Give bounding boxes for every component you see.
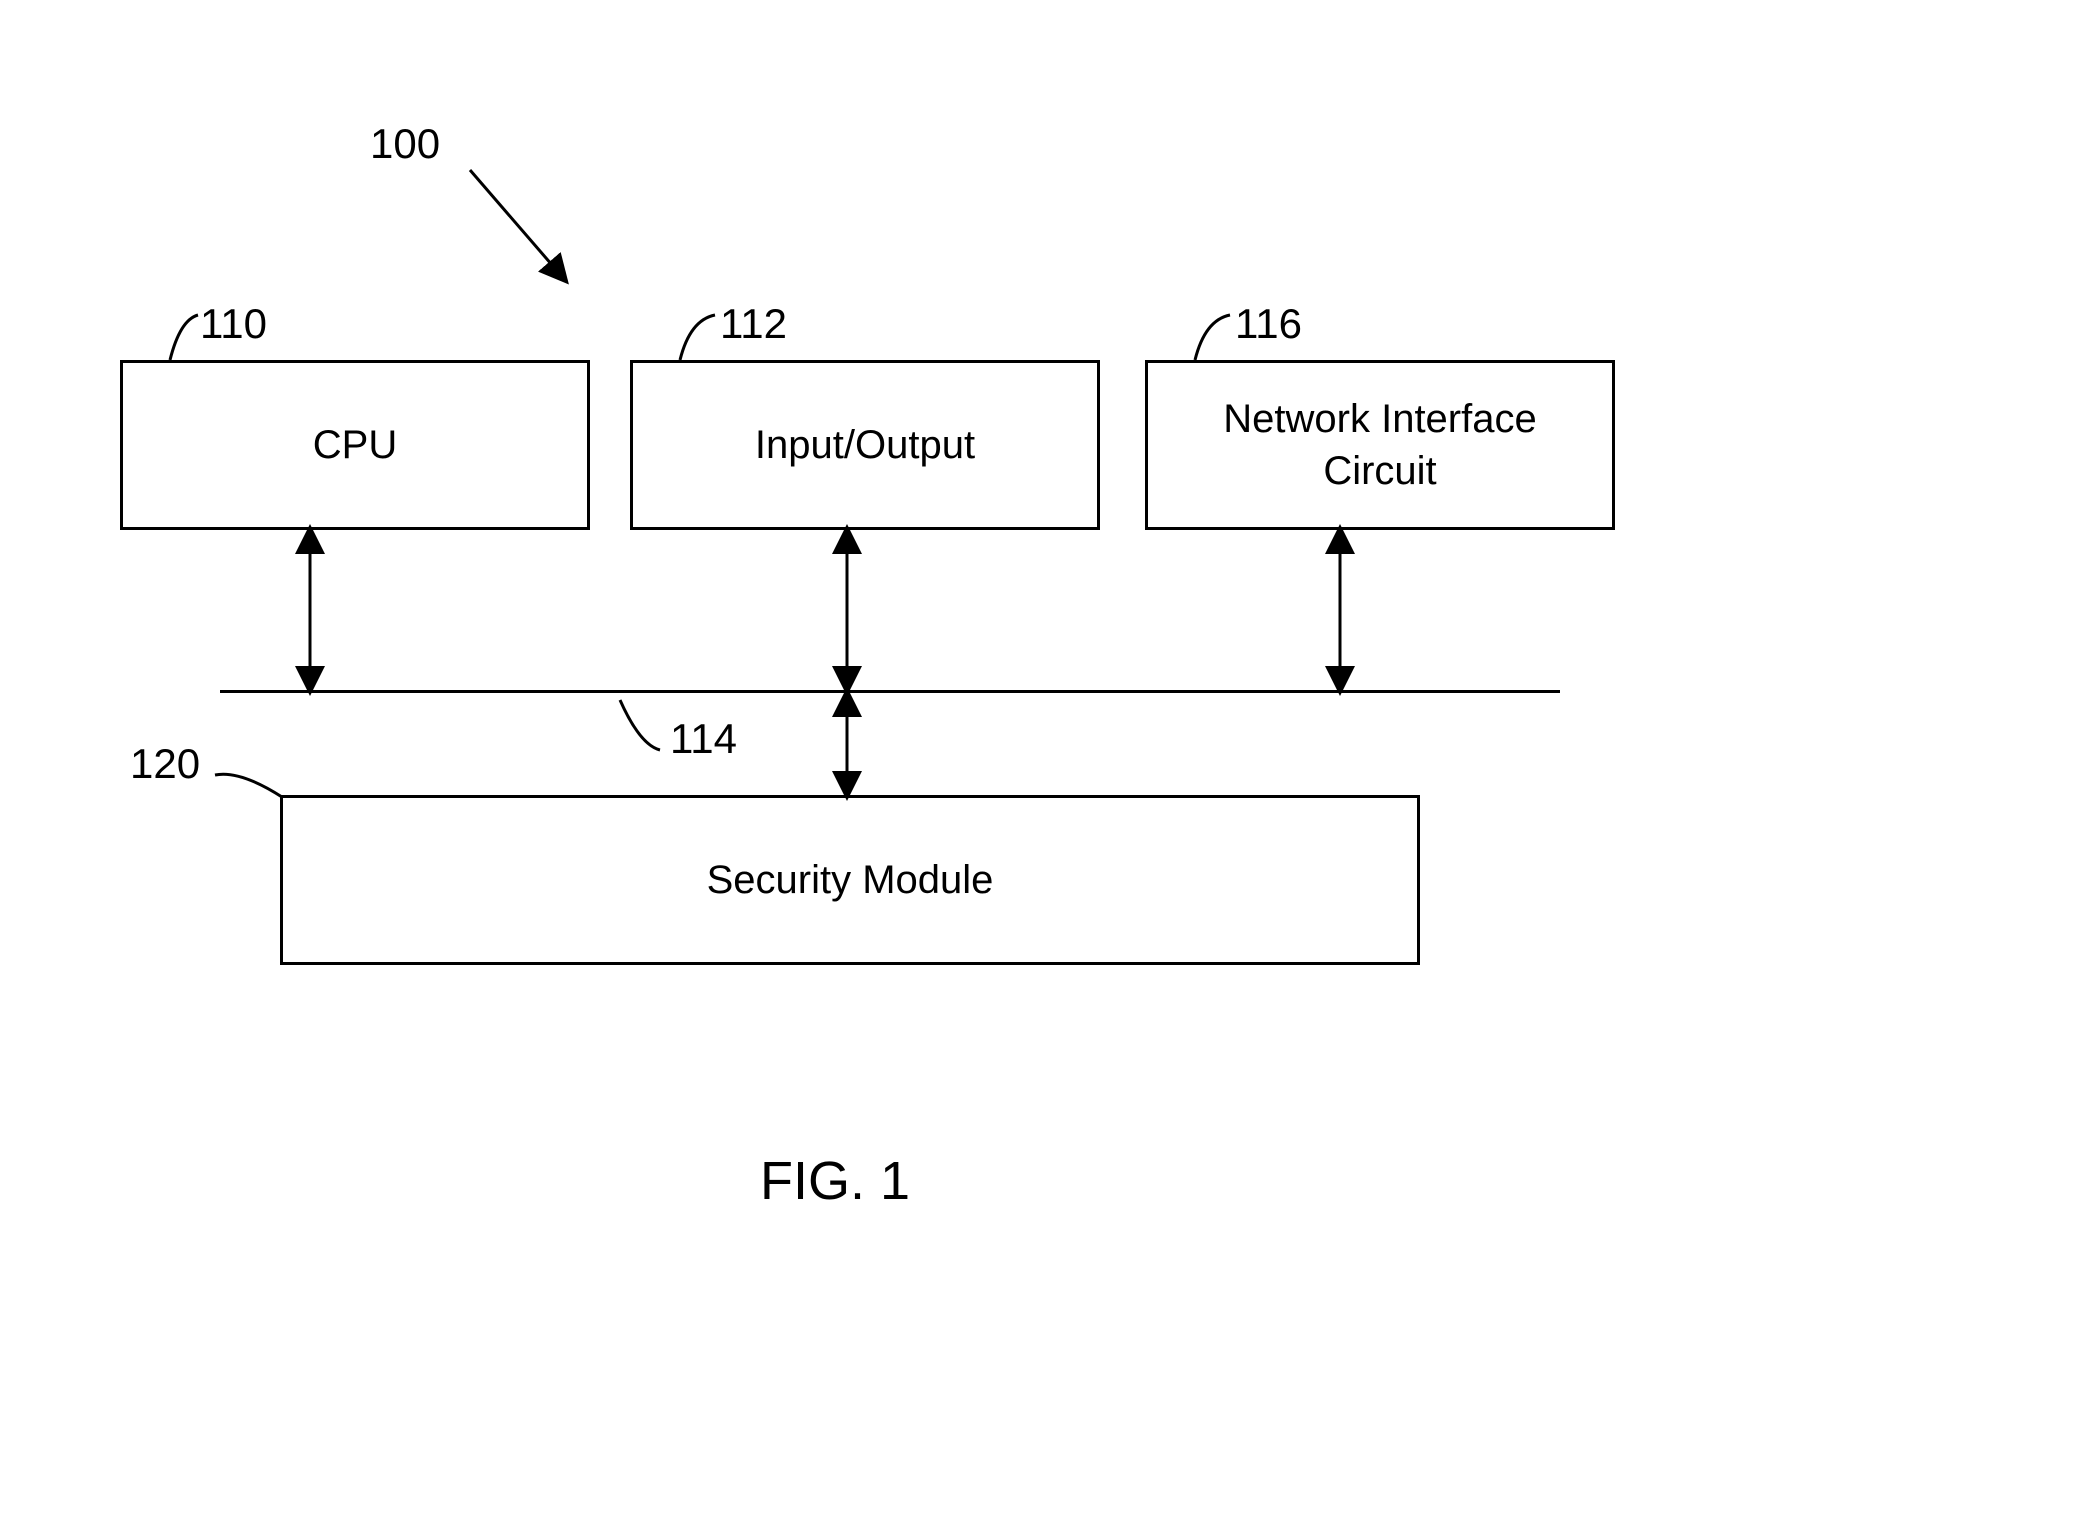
diagram-canvas: 100 114 CPU 110 Input/Output 112 Network… <box>0 0 2092 1513</box>
bidir-arrows <box>0 0 2092 1513</box>
figure-label: FIG. 1 <box>760 1150 910 1212</box>
